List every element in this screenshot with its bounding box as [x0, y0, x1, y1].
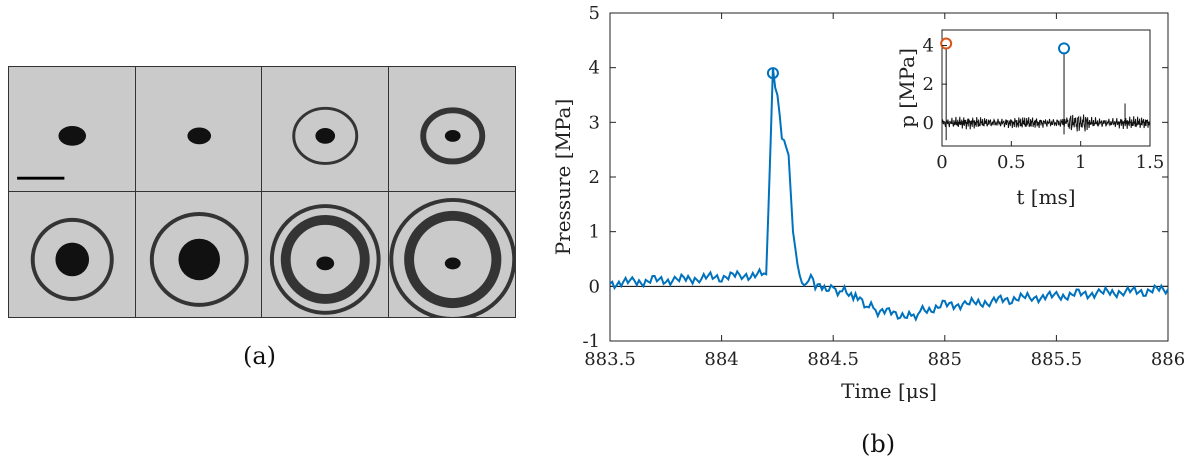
bubble-frame: [135, 192, 262, 317]
bubble-image-grid: [8, 66, 516, 318]
bubble-frame: [262, 67, 389, 192]
y-tick-label: 5: [589, 3, 600, 24]
inset-marker: [940, 37, 953, 50]
pressure-trace: [609, 67, 1169, 323]
x-tick-label: 884.5: [807, 349, 859, 370]
y-tick-label: 0: [589, 276, 600, 297]
inset-y-tick-label: 2: [923, 74, 934, 95]
x-axis-label: Time [μs]: [841, 379, 937, 403]
inset-x-tick-label: 1: [1075, 152, 1086, 173]
inset-x-tick-label: 0: [936, 152, 947, 173]
y-tick-label: 1: [589, 222, 600, 243]
inset-x-axis-label: t [ms]: [1016, 185, 1075, 209]
inset-x-tick-label: 0.5: [997, 152, 1026, 173]
bubble-frame: [388, 67, 515, 192]
y-tick-label: 2: [589, 167, 600, 188]
x-tick-label: 885.5: [1031, 349, 1083, 370]
y-tick-label: -1: [582, 331, 600, 352]
x-tick-label: 884: [704, 349, 738, 370]
x-tick-label: 885: [928, 349, 962, 370]
bubble-frame: [262, 192, 389, 317]
x-tick-label: 883.5: [584, 349, 636, 370]
y-tick-label: 4: [589, 58, 600, 79]
y-axis-label: Pressure [MPa]: [551, 99, 575, 256]
inset-trace: [941, 114, 1151, 132]
inset-y-axis-label: p [MPa]: [895, 48, 919, 128]
inset-y-tick-label: 4: [923, 35, 934, 56]
inset-y-tick-label: 0: [923, 113, 934, 134]
x-tick-label: 886: [1151, 349, 1185, 370]
inset-x-tick-label: 1.5: [1136, 152, 1165, 173]
inset-plot-frame: [941, 29, 1151, 147]
y-tick-label: 3: [589, 112, 600, 133]
bubble-frame: [135, 67, 262, 192]
peak-marker: [766, 67, 779, 80]
panel-a-caption: (a): [243, 342, 277, 370]
inset-marker: [1058, 42, 1071, 55]
bubble-frame: [9, 192, 136, 317]
panel-b-caption: (b): [861, 430, 896, 458]
bubble-frame: [9, 67, 136, 192]
bubble-frame: [388, 192, 515, 317]
